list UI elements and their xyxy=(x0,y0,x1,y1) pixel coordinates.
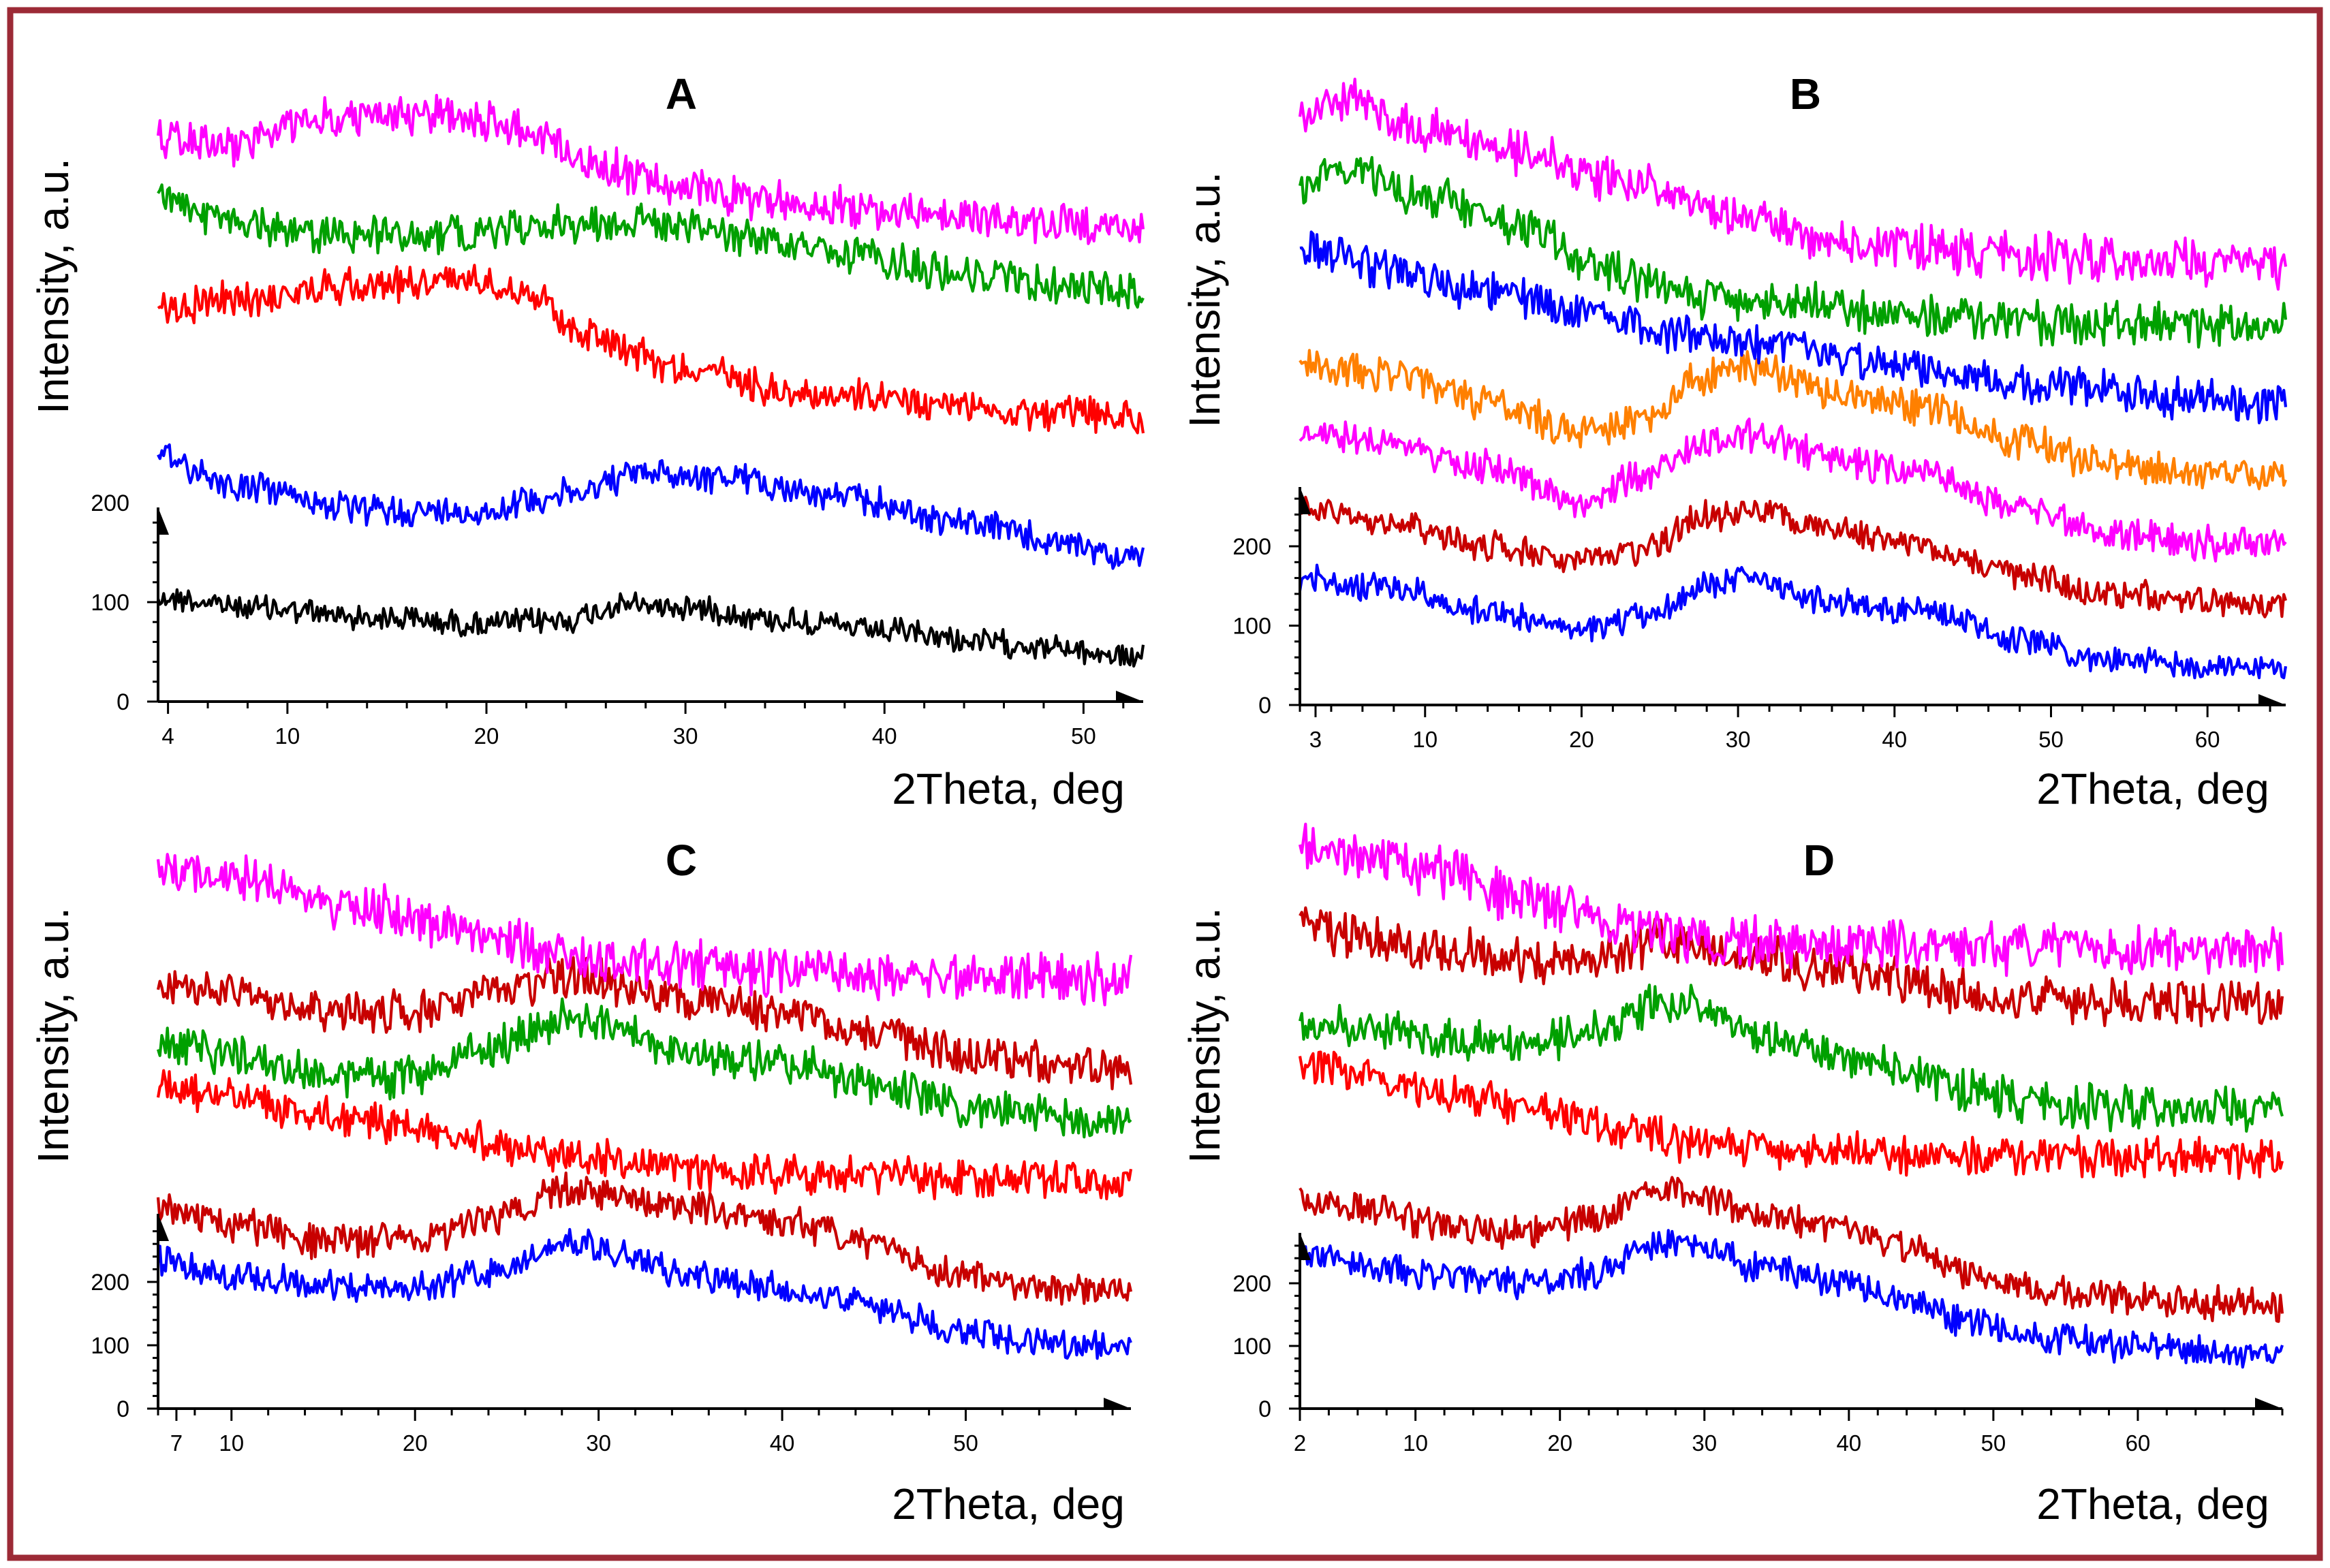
y-axis-label: Intensity, a.u. xyxy=(1180,172,1229,428)
series-line-2 xyxy=(156,1171,1133,1306)
x-tick-label: 40 xyxy=(872,723,897,749)
series-line-7 xyxy=(1298,78,2288,291)
y-axis-label: Intensity, a.u. xyxy=(29,158,78,414)
y-axis-arrow-icon xyxy=(157,1214,169,1241)
panel-a: A Intensity, a.u. 2Theta, deg 4 10 20 30 40 5… xyxy=(29,69,1145,813)
x-axis-arrow-icon xyxy=(2255,1398,2282,1410)
x-axis-arrow-icon xyxy=(2258,694,2286,706)
y-tick-label: 200 xyxy=(1232,534,1271,560)
series-line-1 xyxy=(1298,1229,2284,1369)
x-tick-label: 20 xyxy=(1547,1430,1572,1456)
x-tick-label: 20 xyxy=(474,723,499,749)
x-tick-label: 20 xyxy=(403,1430,428,1456)
x-axis-label: 2Theta, deg xyxy=(2036,1479,2269,1528)
panel-c: C Intensity, a.u. 2Theta, deg 7 10 20 30 40 5… xyxy=(29,836,1133,1528)
series-line-1 xyxy=(156,1227,1132,1360)
x-tick-label: 30 xyxy=(1692,1430,1717,1456)
series-line-6 xyxy=(1298,822,2284,977)
x-axis-label: 2Theta, deg xyxy=(892,1479,1125,1528)
y-axis-arrow-icon xyxy=(157,507,169,535)
series-line-5 xyxy=(1299,230,2288,424)
x-axis-label: 2Theta, deg xyxy=(2036,764,2269,813)
axes-layer: 2 10 20 30 40 50 60 0 100 200 xyxy=(1232,1233,2284,1456)
series-line-5 xyxy=(156,93,1145,245)
series-line-6 xyxy=(1298,156,2288,349)
series-line-3 xyxy=(1299,418,2287,563)
series-line-3 xyxy=(157,264,1145,435)
series-layer xyxy=(156,853,1133,1360)
series-line-6 xyxy=(156,853,1133,1007)
x-tick-label: 30 xyxy=(673,723,698,749)
x-tick-label: 50 xyxy=(1981,1430,2006,1456)
series-line-4 xyxy=(156,997,1132,1139)
panel-title: B xyxy=(1790,69,1821,119)
x-tick-label: 7 xyxy=(170,1430,183,1456)
x-tick-label: 40 xyxy=(1882,727,1907,752)
y-tick-label: 200 xyxy=(1232,1271,1271,1297)
x-tick-label: 30 xyxy=(1726,727,1751,752)
x-tick-label: 10 xyxy=(219,1430,244,1456)
series-line-4 xyxy=(157,183,1145,310)
y-tick-label: 0 xyxy=(117,689,129,715)
series-line-5 xyxy=(156,956,1133,1091)
series-line-2 xyxy=(157,443,1145,570)
series-line-3 xyxy=(156,1069,1133,1201)
series-layer xyxy=(1298,822,2284,1369)
y-tick-label: 0 xyxy=(1258,693,1271,719)
y-tick-label: 100 xyxy=(1232,614,1271,640)
x-tick-label: 50 xyxy=(2038,727,2064,752)
y-tick-label: 100 xyxy=(91,1333,129,1359)
series-layer xyxy=(156,93,1145,668)
series-layer xyxy=(1298,78,2288,680)
series-line-1 xyxy=(1298,563,2288,680)
x-tick-label: 2 xyxy=(1294,1430,1306,1456)
axes-layer: 7 10 20 30 40 50 0 100 200 xyxy=(91,1214,1131,1456)
axes-layer: 4 10 20 30 40 50 0 100 200 xyxy=(91,490,1143,749)
x-tick-label: 30 xyxy=(586,1430,611,1456)
panel-title: C xyxy=(666,836,697,885)
x-axis-arrow-icon xyxy=(1104,1398,1131,1410)
x-tick-label: 10 xyxy=(1412,727,1438,752)
y-tick-label: 0 xyxy=(117,1396,129,1422)
x-tick-label: 40 xyxy=(1836,1430,1861,1456)
series-line-2 xyxy=(1299,1176,2284,1323)
y-tick-label: 100 xyxy=(1232,1334,1271,1360)
x-tick-label: 3 xyxy=(1309,727,1322,752)
x-tick-label: 50 xyxy=(953,1430,978,1456)
x-tick-label: 20 xyxy=(1569,727,1594,752)
x-tick-label: 60 xyxy=(2195,727,2220,752)
y-axis-arrow-icon xyxy=(1299,487,1311,514)
series-line-4 xyxy=(1299,349,2287,490)
panel-b: B Intensity, a.u. 2Theta, deg 3 10 20 30 40 5… xyxy=(1180,69,2288,813)
x-axis-arrow-icon xyxy=(1116,691,1143,703)
panel-title: A xyxy=(666,69,697,119)
x-tick-label: 10 xyxy=(275,723,300,749)
x-tick-label: 60 xyxy=(2126,1430,2151,1456)
figure-frame xyxy=(7,7,2323,1561)
y-tick-label: 100 xyxy=(91,590,129,616)
x-tick-label: 4 xyxy=(161,723,174,749)
y-tick-label: 200 xyxy=(91,490,129,516)
y-axis-label: Intensity, a.u. xyxy=(29,907,78,1163)
axes-layer: 3 10 20 30 40 50 60 0 100 200 xyxy=(1232,487,2286,752)
panel-d: D Intensity, a.u. 2Theta, deg 2 10 20 30 40 5… xyxy=(1180,822,2284,1528)
panel-title: D xyxy=(1803,836,1835,885)
series-line-1 xyxy=(157,588,1145,668)
y-tick-label: 0 xyxy=(1258,1396,1271,1422)
x-tick-label: 50 xyxy=(1071,723,1096,749)
x-tick-label: 40 xyxy=(770,1430,795,1456)
series-line-3 xyxy=(1298,1050,2284,1180)
y-axis-arrow-icon xyxy=(1299,1233,1311,1260)
series-line-2 xyxy=(1298,495,2288,618)
x-axis-label: 2Theta, deg xyxy=(892,764,1125,813)
series-line-4 xyxy=(1298,984,2284,1133)
y-axis-label: Intensity, a.u. xyxy=(1180,907,1229,1163)
y-tick-label: 200 xyxy=(91,1270,129,1296)
x-tick-label: 10 xyxy=(1403,1430,1428,1456)
